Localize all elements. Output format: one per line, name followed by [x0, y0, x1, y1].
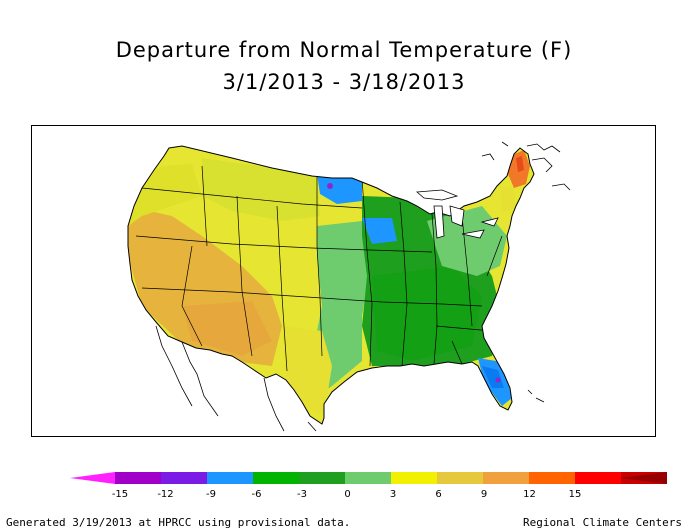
- legend-tick-label: -9: [206, 489, 216, 500]
- color-scale-legend: -15 -12 -9 -6 -3 0 3 6 9 12 15: [70, 472, 667, 500]
- legend-segment-high-arrow: [620, 472, 667, 484]
- map-frame: [31, 125, 656, 437]
- legend-tick-label: -12: [157, 489, 173, 500]
- mexico-coastline: [155, 325, 545, 432]
- legend-tick-label: -15: [112, 489, 128, 500]
- legend-tick-label: 9: [481, 489, 487, 500]
- legend-segment: [299, 472, 345, 484]
- legend-segment: [253, 472, 299, 484]
- footer-credit: Regional Climate Centers: [523, 516, 682, 529]
- legend-color-bar: [70, 472, 667, 484]
- canada-coastline: [481, 141, 571, 191]
- legend-tick-label: 3: [390, 489, 396, 500]
- footer-generated-note: Generated 3/19/2013 at HPRCC using provi…: [6, 516, 351, 529]
- legend-tick-label: 15: [569, 489, 582, 500]
- legend-tick-label: 6: [435, 489, 441, 500]
- legend-segment: [483, 472, 529, 484]
- temperature-departure-map: [127, 141, 571, 432]
- legend-tick-label: 0: [344, 489, 350, 500]
- great-lakes: [416, 189, 499, 239]
- legend-tick-label: -6: [252, 489, 262, 500]
- legend-tick-labels: -15 -12 -9 -6 -3 0 3 6 9 12 15: [112, 489, 582, 500]
- map-date-range: 3/1/2013 - 3/18/2013: [222, 70, 466, 94]
- legend-segment: [161, 472, 207, 484]
- legend-tick-label: -3: [297, 489, 307, 500]
- legend-tick-label: 12: [523, 489, 536, 500]
- legend-segment: [391, 472, 437, 484]
- legend-segment: [575, 472, 621, 484]
- legend-segment-low-arrow: [70, 472, 115, 484]
- legend-segment: [207, 472, 253, 484]
- legend-segment: [345, 472, 391, 484]
- legend-segment: [437, 472, 483, 484]
- legend-segment: [115, 472, 161, 484]
- legend-segment: [529, 472, 575, 484]
- state-borders: [135, 165, 503, 372]
- map-title: Departure from Normal Temperature (F): [115, 38, 573, 62]
